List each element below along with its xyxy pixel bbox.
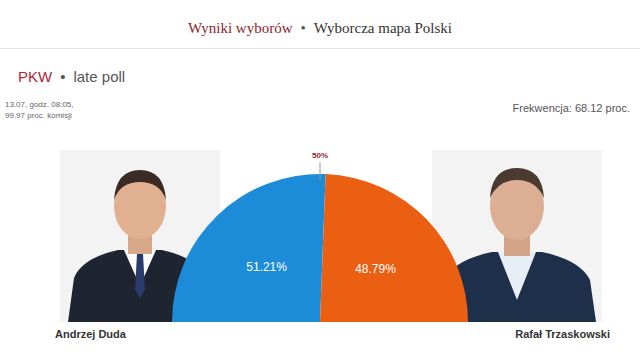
html-text:Rafał Trzaskowski: Rafał Trzaskowski <box>515 328 610 340</box>
html-text:late poll: late poll <box>73 68 126 85</box>
html-text:Wyborcza mapa Polski: Wyborcza mapa Polski <box>313 20 452 36</box>
html-text:Frekwencja: 68.12 proc.: Frekwencja: 68.12 proc. <box>512 102 630 114</box>
html-text:13.07, godz. 08:05,: 13.07, godz. 08:05, <box>5 100 74 109</box>
html-text:Andrzej Duda: Andrzej Duda <box>55 328 126 340</box>
html-text:Wyniki wyborów: Wyniki wyborów <box>188 20 293 36</box>
svg-text:48.79%: 48.79% <box>355 262 396 276</box>
svg-text:50%: 50% <box>312 151 328 160</box>
html-text:99.97 proc. komisji: 99.97 proc. komisji <box>5 111 72 120</box>
svg-text:51.21%: 51.21% <box>246 260 287 274</box>
html-text:PKW: PKW <box>18 68 53 85</box>
